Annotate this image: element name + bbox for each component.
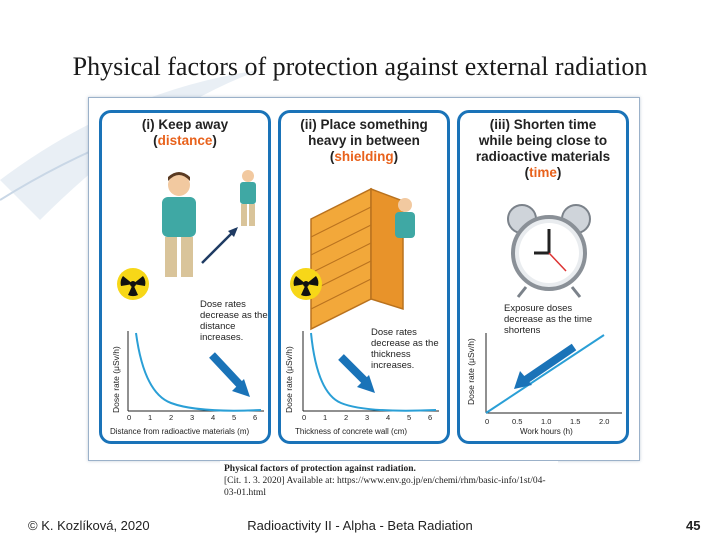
panel-title: (ii) Place something heavy in between (s… xyxy=(300,117,428,164)
x-tick-label: 1 xyxy=(148,413,153,422)
concrete-wall-icon xyxy=(310,187,404,331)
panel-note: Dose rates decrease as the thickness inc… xyxy=(371,327,439,371)
x-tick-label: 0 xyxy=(302,413,307,422)
x-tick-label: 6 xyxy=(428,413,433,422)
x-tick-label: 2 xyxy=(344,413,349,422)
person-far-icon xyxy=(240,170,256,226)
panel-distance: (i) Keep away (distance) Dose rat xyxy=(99,110,271,444)
x-tick-label: 0 xyxy=(485,417,490,426)
panel-title: (i) Keep away (distance) xyxy=(141,117,229,148)
x-tick-label: 6 xyxy=(253,413,258,422)
x-tick-label: 1.0 xyxy=(541,417,552,426)
x-tick-label: 3 xyxy=(190,413,195,422)
footer-author: © K. Kozlíková, 2020 xyxy=(28,518,150,533)
exposure-line-chart xyxy=(485,333,622,414)
alarm-clock-icon xyxy=(507,204,591,298)
y-axis-label: Dose rate (μSv/h) xyxy=(466,338,476,405)
protection-figure: (i) Keep away (distance) Dose rat xyxy=(88,97,640,461)
page-title: Physical factors of protection against e… xyxy=(72,52,648,81)
page-number: 45 xyxy=(686,518,701,533)
person-near-icon xyxy=(162,172,196,277)
y-axis-label: Dose rate (μSv/h) xyxy=(284,346,294,413)
footer-title: Radioactivity II - Alpha - Beta Radiatio… xyxy=(247,518,473,533)
x-tick-label: 1.5 xyxy=(570,417,581,426)
y-axis-label: Dose rate (μSv/h) xyxy=(111,346,121,413)
x-tick-label: 4 xyxy=(211,413,216,422)
x-tick-label: 5 xyxy=(232,413,237,422)
x-tick-label: 3 xyxy=(365,413,370,422)
radiation-icon xyxy=(290,268,322,300)
x-tick-label: 1 xyxy=(323,413,328,422)
radiation-icon xyxy=(117,268,149,300)
panel-time: (iii) Shorten time while being close to … xyxy=(457,110,629,444)
x-axis-label: Distance from radioactive materials (m) xyxy=(110,427,250,436)
citation: Physical factors of protection against r… xyxy=(220,461,558,501)
x-tick-label: 4 xyxy=(386,413,391,422)
dose-curve-chart xyxy=(127,331,264,412)
x-tick-label: 2.0 xyxy=(599,417,610,426)
panel-shielding: (ii) Place something heavy in between (s… xyxy=(278,110,450,444)
citation-title: Physical factors of protection against r… xyxy=(224,464,416,474)
x-tick-label: 0.5 xyxy=(512,417,523,426)
citation-link[interactable]: [Cit. 1. 3. 2020] Available at: https://… xyxy=(224,476,546,498)
x-axis-label: Work hours (h) xyxy=(520,427,573,436)
x-tick-label: 5 xyxy=(407,413,412,422)
highlight-word: shielding xyxy=(334,149,394,164)
highlight-word: distance xyxy=(157,133,213,148)
distance-arrow-icon xyxy=(201,227,238,264)
x-axis-label: Thickness of concrete wall (cm) xyxy=(295,427,408,436)
panel-note: Dose rates decrease as the distance incr… xyxy=(200,299,268,343)
panel-title: (iii) Shorten time while being close to … xyxy=(475,117,611,180)
x-tick-label: 0 xyxy=(127,413,132,422)
highlight-word: time xyxy=(529,165,557,180)
dose-curve-chart xyxy=(302,331,439,412)
x-tick-label: 2 xyxy=(169,413,174,422)
person-behind-wall-icon xyxy=(395,198,415,238)
panel-note: Exposure doses decrease as the time shor… xyxy=(504,303,593,336)
